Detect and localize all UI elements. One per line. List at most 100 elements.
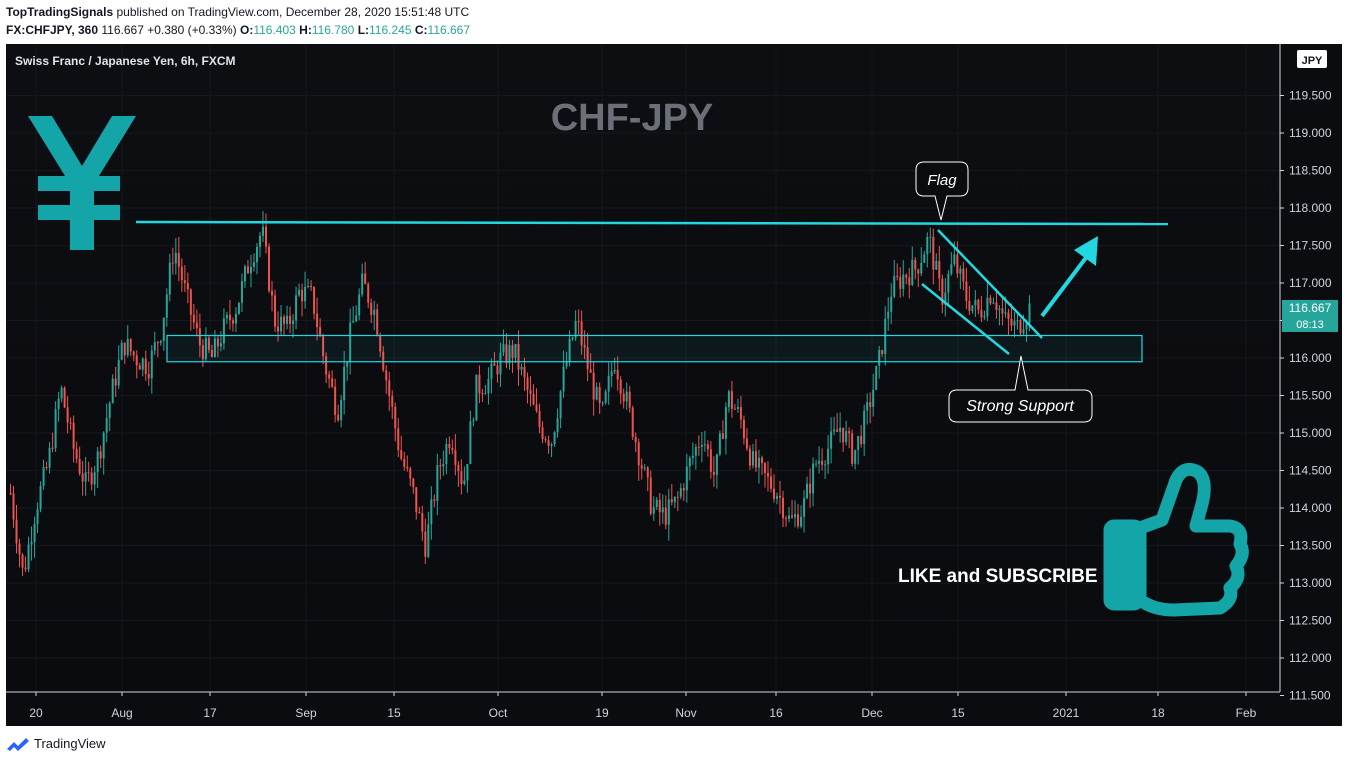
y-tick-label: 114.500 [1289, 464, 1332, 478]
flag-upper-line[interactable] [937, 229, 1043, 339]
candle-body [733, 408, 736, 410]
candle-body [412, 478, 415, 488]
chart-watermark: CHF-JPY [551, 97, 714, 139]
candle-body [418, 512, 421, 514]
breakout-arrow-icon [1040, 236, 1098, 318]
candle-body [343, 366, 346, 401]
candle-body [577, 321, 580, 323]
candle-body [496, 365, 499, 375]
candle-body [337, 414, 340, 421]
candle-body [421, 513, 424, 532]
publish-info: published on TradingView.com, December 2… [116, 5, 470, 19]
candle-body [144, 358, 147, 374]
candle-body [709, 449, 712, 472]
y-tick-label: 111.500 [1289, 689, 1331, 703]
candle-body [791, 515, 794, 518]
candle-body [760, 457, 763, 464]
candle-body [228, 314, 231, 321]
grid-lines [6, 44, 1280, 696]
resistance-line[interactable] [135, 220, 1169, 226]
candle-body [9, 493, 12, 494]
candle-body [466, 464, 469, 481]
chart-panel[interactable]: CHF-JPY Swiss Franc / Japanese Yen, 6h, … [6, 44, 1342, 726]
candle-body [562, 366, 565, 392]
y-tick-label: 119.000 [1289, 126, 1332, 140]
candle-body [896, 275, 899, 277]
candle-body [1013, 321, 1016, 326]
candle-body [866, 402, 869, 411]
candle-body [785, 518, 788, 520]
candle-body [694, 446, 697, 456]
candle-body [625, 391, 628, 402]
candle-body [586, 347, 589, 370]
candle-body [186, 283, 189, 290]
flag-lower-line[interactable] [921, 283, 1010, 355]
close-value: 116.667 [427, 23, 471, 37]
candle-body [962, 268, 965, 282]
candle-body [445, 443, 448, 464]
candle-body [556, 418, 559, 433]
candle-body [640, 465, 643, 469]
candle-body [72, 422, 75, 449]
price-chart[interactable]: CHF-JPY Swiss Franc / Japanese Yen, 6h, … [6, 44, 1342, 726]
candle-body [54, 409, 57, 449]
candle-body [601, 402, 604, 404]
y-axis-ticks: 119.500 119.000 118.500 118.000 117.500 117.0… [1280, 89, 1332, 703]
candle-body [219, 343, 222, 347]
candle-body [400, 449, 403, 459]
candle-body [201, 345, 204, 360]
candle-body [283, 316, 286, 324]
candle-body [782, 497, 785, 519]
open-value: 116.403 [253, 23, 296, 37]
candle-body [1001, 308, 1004, 314]
candle-body [592, 372, 595, 400]
price-change: +0.380 (+0.33%) [147, 23, 237, 37]
tradingview-logo[interactable]: TradingView [6, 736, 106, 751]
candle-body [757, 457, 760, 468]
price-scale[interactable] [1280, 44, 1342, 726]
x-tick-label: 20 [29, 706, 43, 720]
last-price-tag-value: 116.667 [1289, 301, 1332, 315]
candle-body [715, 454, 718, 475]
candle-body [589, 369, 592, 373]
candle-body [794, 514, 797, 518]
candle-body [511, 345, 514, 358]
candle-body [580, 321, 583, 346]
x-tick-label: Dec [861, 706, 882, 720]
candle-body [833, 429, 836, 432]
candle-body [268, 246, 271, 291]
candle-body [42, 466, 45, 486]
x-tick-label: Sep [295, 706, 317, 720]
candle-body [815, 463, 818, 465]
candle-body [646, 467, 649, 478]
candle-body [607, 376, 610, 392]
candle-body [926, 237, 929, 255]
candle-body [75, 448, 78, 459]
support-zone[interactable] [166, 334, 1143, 363]
support-callout: Strong Support [948, 355, 1093, 423]
bar-countdown: 08:13 [1296, 319, 1324, 331]
candle-body [246, 266, 249, 274]
candle-body [370, 302, 373, 315]
candle-body [727, 391, 730, 408]
candle-body [604, 391, 607, 403]
candle-body [977, 299, 980, 310]
candle-body [649, 477, 652, 514]
candle-body [45, 466, 48, 468]
publisher-name[interactable]: TopTradingSignals [6, 5, 114, 19]
candle-body [237, 302, 240, 314]
candle-body [162, 317, 165, 341]
plot-area[interactable] [6, 44, 1280, 692]
candle-body [502, 344, 505, 353]
time-scale[interactable] [6, 692, 1280, 726]
candle-body [403, 458, 406, 467]
candle-body [944, 292, 947, 305]
candle-body [628, 391, 631, 408]
last-price-tag: 116.667 08:13 [1282, 299, 1338, 332]
candle-body [998, 308, 1001, 310]
symbol-label[interactable]: FX:CHFJPY, 360 [6, 23, 99, 37]
y-tick-label: 117.000 [1289, 276, 1332, 290]
high-value: 116.780 [311, 23, 355, 37]
currency-badge[interactable] [1297, 50, 1327, 68]
candle-body [971, 305, 974, 311]
